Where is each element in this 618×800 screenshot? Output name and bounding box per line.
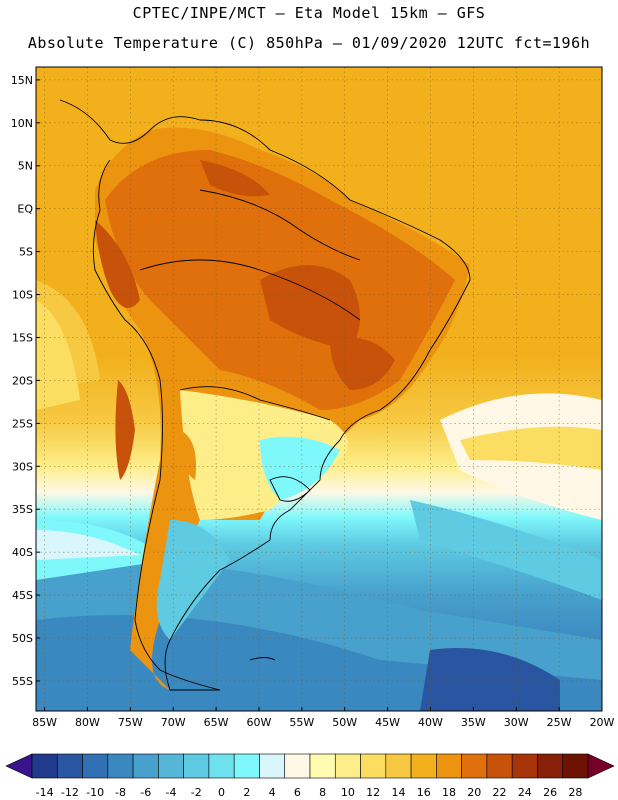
lon-tick-label: 85W <box>32 716 57 729</box>
colorbar-label: 0 <box>218 786 225 799</box>
lat-tick-label: EQ <box>17 203 33 216</box>
lon-tick-label: 50W <box>332 716 357 729</box>
temperature-field <box>36 67 602 711</box>
lat-tick-label: 55S <box>12 675 33 688</box>
colorbar-label: 24 <box>518 786 532 799</box>
colorbar-label: 8 <box>319 786 326 799</box>
map-title-model: CPTEC/INPE/MCT – Eta Model 15km – GFS <box>132 4 486 22</box>
lat-tick-label: 10N <box>11 117 33 130</box>
lon-tick-label: 45W <box>375 716 400 729</box>
colorbar-swatch <box>537 753 564 779</box>
colorbar-label: 20 <box>467 786 481 799</box>
lat-tick-label: 5N <box>18 160 33 173</box>
colorbar-swatch <box>385 753 412 779</box>
colorbar-swatch <box>284 753 311 779</box>
colorbar-label: 18 <box>442 786 456 799</box>
lon-tick-label: 30W <box>504 716 529 729</box>
colorbar-swatch <box>107 753 134 779</box>
colorbar-swatch <box>410 753 437 779</box>
lon-tick-label: 60W <box>247 716 272 729</box>
colorbar-label: -8 <box>115 786 126 799</box>
colorbar-label: -12 <box>61 786 79 799</box>
lon-tick-label: 20W <box>590 716 615 729</box>
colorbar-swatch <box>183 753 210 779</box>
lat-tick-label: 15S <box>12 331 33 344</box>
lon-tick-label: 40W <box>418 716 443 729</box>
colorbar-swatch <box>486 753 513 779</box>
colorbar-swatch <box>132 753 159 779</box>
map-title-field: Absolute Temperature (C) 850hPa – 01/09/… <box>27 34 591 52</box>
colorbar-swatch <box>56 753 83 779</box>
colorbar-swatch <box>31 753 58 779</box>
colorbar-label: 4 <box>269 786 276 799</box>
graticule <box>36 67 602 711</box>
lat-tick-label: 40S <box>12 546 33 559</box>
lat-tick-label: 20S <box>12 374 33 387</box>
lon-tick-label: 70W <box>161 716 186 729</box>
colorbar-label: -10 <box>86 786 104 799</box>
colorbar-label: 28 <box>568 786 582 799</box>
lat-tick-label: 45S <box>12 589 33 602</box>
colorbar-swatch <box>309 753 336 779</box>
lat-tick-label: 30S <box>12 460 33 473</box>
colorbar-swatch <box>562 753 589 779</box>
colorbar-arrow-low <box>5 753 33 779</box>
colorbar-swatch <box>208 753 235 779</box>
colorbar-label: 22 <box>493 786 507 799</box>
coastlines <box>59 99 471 691</box>
colorbar-label: 14 <box>391 786 405 799</box>
colorbar-swatch <box>436 753 462 779</box>
colorbar-label: -14 <box>36 786 54 799</box>
colorbar: -14 -12 -10 -8 -6 -4 -2 0 2 4 6 8 10 12 14 16 18 20 22 24 26… <box>5 753 615 799</box>
colorbar-label: 6 <box>294 786 301 799</box>
colorbar-label: 10 <box>341 786 355 799</box>
lat-tick-label: 35S <box>12 503 33 516</box>
colorbar-label: -6 <box>140 786 151 799</box>
lon-tick-label: 35W <box>461 716 486 729</box>
axis-ticks: 15N 10N 5N EQ 5S 10S 15S 20S 25S 30S 35S 40S 45S 50S 5… <box>11 74 615 729</box>
lon-tick-label: 25W <box>547 716 572 729</box>
colorbar-swatch <box>511 753 538 779</box>
map-frame <box>35 66 603 712</box>
colorbar-label: -4 <box>166 786 177 799</box>
lat-tick-label: 5S <box>19 246 33 259</box>
colorbar-swatch <box>360 753 387 779</box>
lon-tick-label: 75W <box>118 716 143 729</box>
lat-tick-label: 10S <box>12 289 33 302</box>
lat-tick-label: 50S <box>12 632 33 645</box>
lon-tick-label: 65W <box>204 716 229 729</box>
lat-tick-label: 15N <box>11 74 33 87</box>
colorbar-label: -2 <box>191 786 202 799</box>
colorbar-swatch <box>259 753 286 779</box>
colorbar-swatch <box>233 753 260 779</box>
lon-tick-label: 55W <box>289 716 314 729</box>
colorbar-label: 12 <box>366 786 380 799</box>
colorbar-swatch <box>334 753 361 779</box>
colorbar-swatch <box>158 753 184 779</box>
lon-tick-label: 80W <box>75 716 100 729</box>
colorbar-label: 26 <box>543 786 557 799</box>
colorbar-label: 2 <box>243 786 250 799</box>
colorbar-label: 16 <box>417 786 431 799</box>
colorbar-swatch <box>82 753 109 779</box>
lat-tick-label: 25S <box>12 417 33 430</box>
colorbar-swatch <box>461 753 488 779</box>
colorbar-arrow-high <box>587 753 615 779</box>
